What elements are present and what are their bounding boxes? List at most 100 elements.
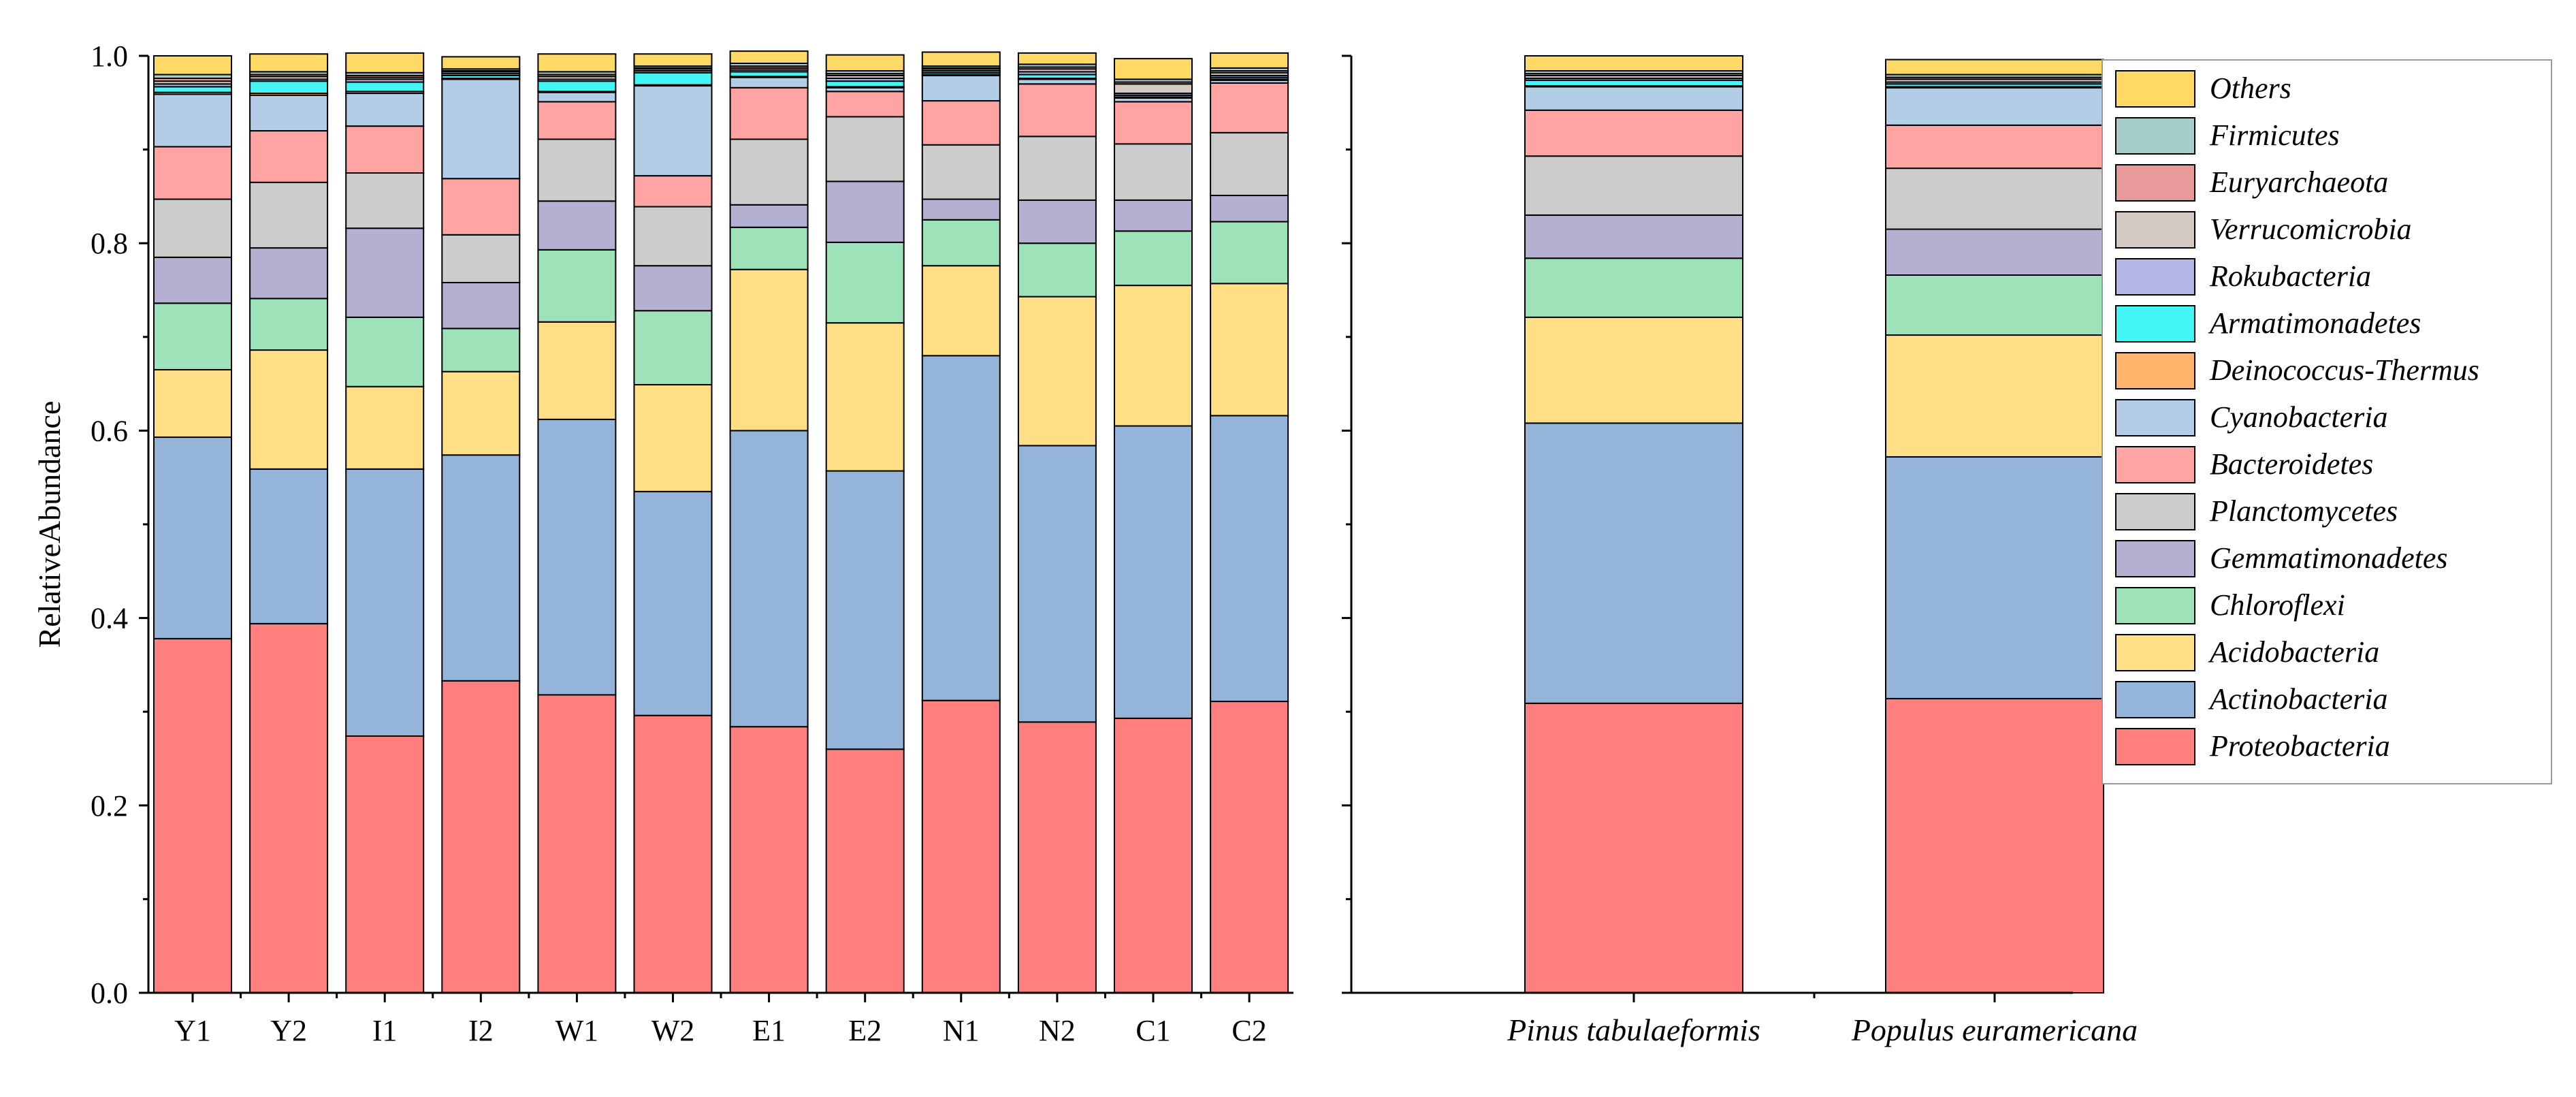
bar-segment-c2-planctomycetes <box>1210 131 1289 197</box>
bar-segment-n1-gemmatimonadetes <box>921 198 1001 221</box>
legend-label-euryarchaeota: Euryarchaeota <box>2209 165 2388 199</box>
legend-label-verrucomicrobia: Verrucomicrobia <box>2210 212 2412 246</box>
bar-segment-e1-others <box>729 50 809 65</box>
bar-segment-i2-chloroflexi <box>441 328 521 372</box>
bar-segment-w1-actinobacteria <box>537 418 617 696</box>
bar-segment-y2-bacteroidetes <box>249 130 329 183</box>
bar-segment-i2-gemmatimonadetes <box>441 281 521 330</box>
legend-swatch-proteobacteria <box>2115 728 2195 765</box>
bar-segment-y1-planctomycetes <box>153 198 232 258</box>
legend-swatch-firmicutes <box>2115 117 2195 155</box>
bar-segment-n1-proteobacteria <box>921 699 1001 993</box>
bar-segment-y1-armatimonadetes <box>153 86 232 93</box>
bar-segment-n1-bacteroidetes <box>921 100 1001 146</box>
bar-segment-populus-euramericana-planctomycetes <box>1885 168 2104 230</box>
bar-segment-y2-chloroflexi <box>249 298 329 351</box>
bar-segment-y1-proteobacteria <box>153 637 232 993</box>
bar-segment-c1-acidobacteria <box>1114 285 1193 427</box>
y-tick-label: 0.8 <box>91 227 128 260</box>
x-tick-label-pinus-tabulaeformis: Pinus tabulaeformis <box>1507 1013 1760 1047</box>
text-layer: 0.0 0.2 0.4 0.6 0.8 1.0 Y1 Y2 I1 I2 W1 W2 E1 E2 N1 N2 C1… <box>32 39 2138 1047</box>
bar-segment-pinus-tabulaeformis-planctomycetes <box>1524 155 1743 216</box>
bar-segment-e1-proteobacteria <box>729 726 809 993</box>
bar-segment-i1-chloroflexi <box>345 316 425 387</box>
bar-segment-populus-euramericana-acidobacteria <box>1885 334 2104 458</box>
bar-segment-c2-others <box>1210 52 1289 69</box>
bar-segment-i1-planctomycetes <box>345 172 425 229</box>
legend-swatch-actinobacteria <box>2115 681 2195 718</box>
bar-segment-y1-actinobacteria <box>153 436 232 639</box>
bar-segment-y2-actinobacteria <box>249 468 329 624</box>
bar-segment-e1-acidobacteria <box>729 268 809 432</box>
bar-segment-w2-bacteroidetes <box>633 175 713 208</box>
bar-segment-e1-armatimonadetes <box>729 71 809 78</box>
bar-segment-i1-acidobacteria <box>345 385 425 470</box>
bar-segment-e1-cyanobacteria <box>729 76 809 89</box>
bar-segment-i1-cyanobacteria <box>345 93 425 127</box>
bar-segment-w1-cyanobacteria <box>537 91 617 103</box>
bar-segment-e2-bacteroidetes <box>825 91 905 118</box>
bar-segment-pinus-tabulaeformis-gemmatimonadetes <box>1524 214 1743 259</box>
x-tick-label-c2: C2 <box>1231 1014 1266 1047</box>
bar-segment-c1-gemmatimonadetes <box>1114 199 1193 232</box>
bar-segment-populus-euramericana-others <box>1885 59 2104 76</box>
legend-label-firmicutes: Firmicutes <box>2209 118 2340 152</box>
axes-layer <box>139 54 2073 1002</box>
bar-segment-c2-gemmatimonadetes <box>1210 195 1289 223</box>
legend-swatch-planctomycetes <box>2115 493 2195 530</box>
legend-swatch-deinococcus-thermus <box>2115 352 2195 389</box>
x-tick-label-n1: N1 <box>943 1014 980 1047</box>
bar-segment-n2-chloroflexi <box>1017 242 1097 298</box>
bar-segment-c2-proteobacteria <box>1210 701 1289 993</box>
bar-segment-y1-gemmatimonadetes <box>153 256 232 304</box>
bar-segment-c1-bacteroidetes <box>1114 101 1193 145</box>
bar-segment-n2-others <box>1017 52 1097 65</box>
bar-segment-c2-bacteroidetes <box>1210 82 1289 133</box>
bar-segment-c1-proteobacteria <box>1114 717 1193 994</box>
bar-segment-i2-others <box>441 56 521 70</box>
bar-segment-w2-proteobacteria <box>633 714 713 993</box>
bar-segment-i1-gemmatimonadetes <box>345 227 425 318</box>
bar-segment-populus-euramericana-proteobacteria <box>1885 697 2104 994</box>
bar-segment-i2-actinobacteria <box>441 454 521 682</box>
bar-segment-y2-armatimonadetes <box>249 80 329 95</box>
bar-segment-e2-actinobacteria <box>825 470 905 750</box>
bar-segment-i2-bacteroidetes <box>441 178 521 236</box>
bar-segment-n2-cyanobacteria <box>1017 78 1097 85</box>
bar-segment-y2-planctomycetes <box>249 181 329 249</box>
bar-segment-pinus-tabulaeformis-cyanobacteria <box>1524 86 1743 111</box>
bar-segment-n2-actinobacteria <box>1017 445 1097 723</box>
bar-segment-n2-planctomycetes <box>1017 136 1097 201</box>
bar-segment-i2-planctomycetes <box>441 234 521 283</box>
bar-segment-populus-euramericana-actinobacteria <box>1885 456 2104 699</box>
bar-segment-populus-euramericana-chloroflexi <box>1885 274 2104 336</box>
bar-segment-e1-planctomycetes <box>729 138 809 206</box>
x-tick-label-w2: W2 <box>651 1014 695 1047</box>
bar-segment-c1-planctomycetes <box>1114 143 1193 201</box>
legend-swatch-rokubacteria <box>2115 258 2195 296</box>
bar-segment-w1-acidobacteria <box>537 321 617 420</box>
bar-segment-i2-acidobacteria <box>441 370 521 456</box>
bar-segment-y2-acidobacteria <box>249 349 329 470</box>
bar-segment-n2-acidobacteria <box>1017 296 1097 447</box>
bar-segment-y1-chloroflexi <box>153 302 232 370</box>
legend-label-rokubacteria: Rokubacteria <box>2209 259 2371 293</box>
bar-segment-w1-gemmatimonadetes <box>537 200 617 251</box>
legend-swatch-bacteroidetes <box>2115 446 2195 483</box>
bar-segment-e1-bacteroidetes <box>729 86 809 140</box>
bar-segment-w2-acidobacteria <box>633 383 713 492</box>
bar-segment-y2-cyanobacteria <box>249 94 329 132</box>
bar-segment-c1-others <box>1114 58 1193 80</box>
bar-segment-n1-others <box>921 51 1001 67</box>
legend-label-deinococcus-thermus: Deinococcus-Thermus <box>2209 353 2479 387</box>
bar-segment-populus-euramericana-gemmatimonadetes <box>1885 228 2104 276</box>
bar-segment-pinus-tabulaeformis-bacteroidetes <box>1524 109 1743 157</box>
bar-segment-pinus-tabulaeformis-acidobacteria <box>1524 316 1743 424</box>
bar-segment-c1-actinobacteria <box>1114 425 1193 719</box>
bar-segment-c1-verrucomicrobia <box>1114 83 1193 95</box>
bars-layer <box>153 50 2104 994</box>
bar-segment-n2-bacteroidetes <box>1017 83 1097 138</box>
bar-segment-w2-cyanobacteria <box>633 85 713 177</box>
bar-segment-i2-cyanobacteria <box>441 78 521 180</box>
